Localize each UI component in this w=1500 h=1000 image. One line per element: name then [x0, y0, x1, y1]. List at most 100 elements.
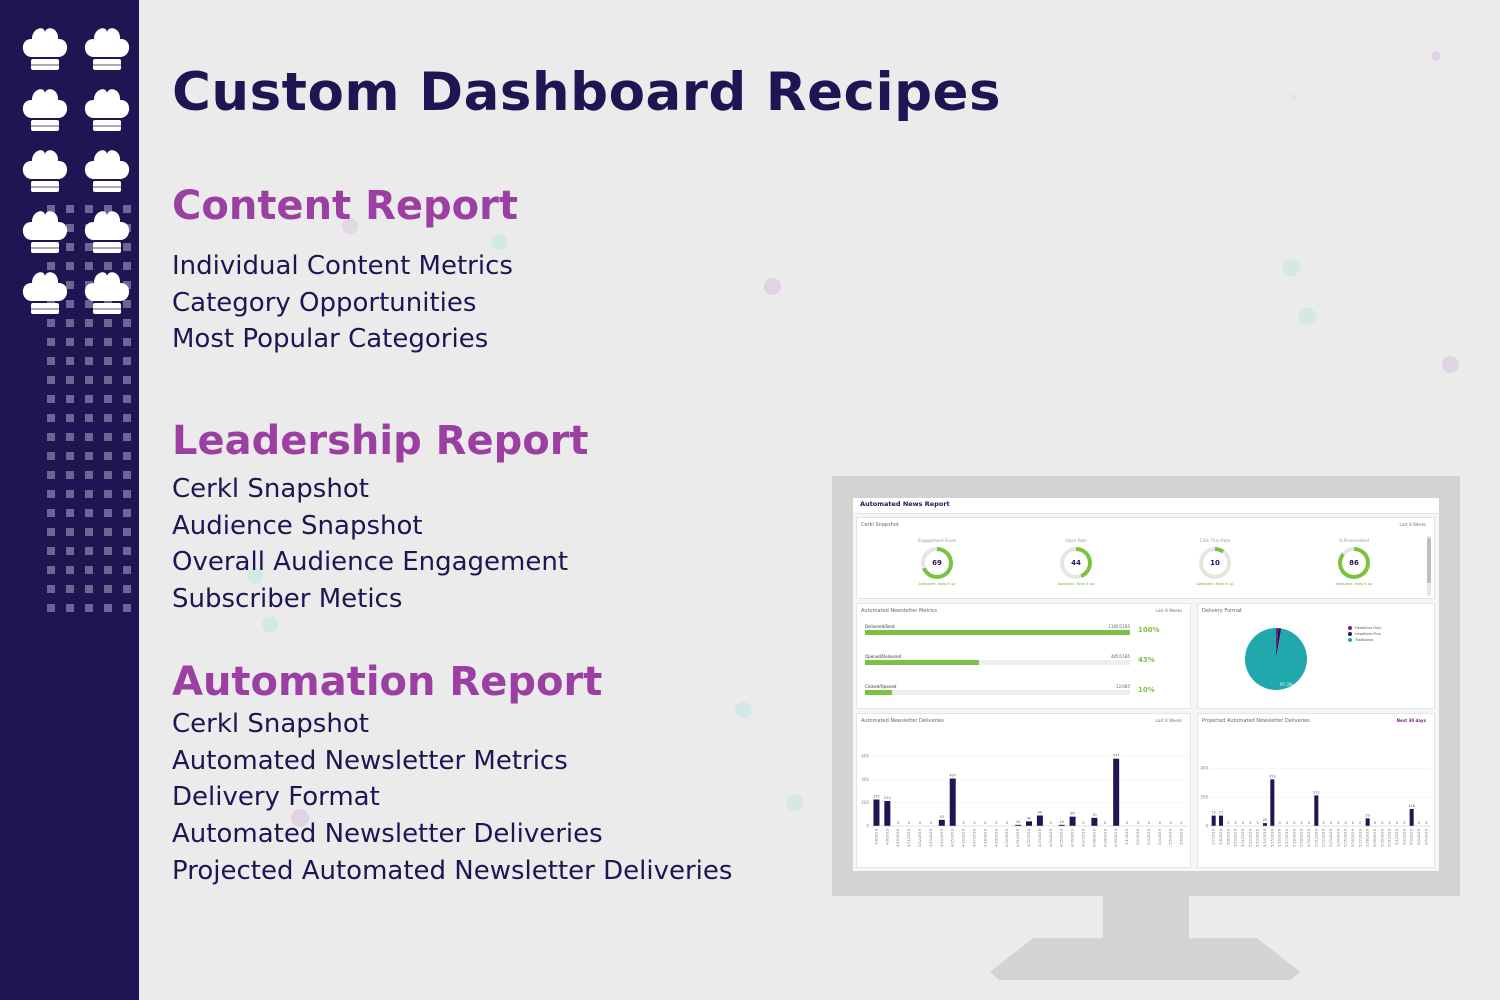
bar-value-label: 0	[1308, 821, 1310, 825]
projected-bar-chart: 0200400725/7/2019725/8/201905/9/201905/1…	[1200, 766, 1430, 847]
section-heading: Automation Report	[172, 659, 603, 705]
x-tick-label: 4/13/2019	[929, 829, 933, 847]
chef-hat-icon	[22, 89, 68, 131]
gauge-personalized: % Personalized 86 Awesome. Keep it up	[1314, 538, 1394, 586]
x-tick-label: 5/12/2019	[1248, 829, 1252, 847]
x-tick-label: 4/11/2019	[907, 829, 911, 847]
x-tick-label: 4/30/2019	[1114, 829, 1118, 847]
metric-ratio: 485/1185	[1110, 654, 1130, 659]
pattern-dot	[47, 490, 55, 498]
pattern-dot	[104, 471, 112, 479]
pattern-dot	[85, 452, 93, 460]
pattern-dot	[47, 547, 55, 555]
chef-hat-icon	[84, 211, 130, 253]
panel-title: Delivery Format	[1202, 608, 1242, 614]
legend-swatch	[1348, 632, 1352, 636]
bar	[1091, 817, 1098, 826]
bar-value-label: 0	[1337, 821, 1339, 825]
bar	[873, 799, 880, 826]
pattern-dot	[66, 433, 74, 441]
pie-slice	[1245, 628, 1307, 690]
date-filter[interactable]: Last 8 Weeks	[1155, 718, 1182, 723]
pattern-dot	[85, 376, 93, 384]
x-tick-label: 5/24/2019	[1336, 829, 1340, 847]
gauge-caption: Awesome. Keep it up	[918, 582, 956, 586]
pattern-dot	[123, 281, 131, 289]
bar-value-label: 212	[1313, 790, 1320, 794]
list-item: Cerkl Snapshot	[172, 709, 369, 739]
x-tick-label: 6/1/2019	[1395, 829, 1399, 845]
pattern-dot	[104, 604, 112, 612]
bar-value-label: 0	[1381, 821, 1383, 825]
pattern-dot	[66, 224, 74, 232]
decor-bubble	[342, 218, 358, 234]
pattern-dot	[104, 509, 112, 517]
chef-hat-icon	[84, 150, 130, 192]
bar-value-label: 0	[1180, 821, 1182, 825]
pattern-dot	[66, 338, 74, 346]
bar-value-label: 0	[1082, 821, 1084, 825]
pattern-dot	[123, 452, 131, 460]
list-item: Audience Snapshot	[172, 510, 423, 541]
pattern-dot	[66, 585, 74, 593]
gauge-value: 10	[1203, 551, 1227, 575]
bar-value-label: 40	[1027, 816, 1031, 820]
dot-pattern	[47, 205, 131, 612]
pattern-dot	[85, 433, 93, 441]
x-tick-label: 4/17/2019	[973, 829, 977, 847]
bar	[1058, 824, 1065, 826]
legend-swatch	[1348, 626, 1352, 630]
bar-value-label: 72	[1211, 811, 1215, 815]
pattern-dot	[104, 490, 112, 498]
pattern-dot	[47, 528, 55, 536]
pattern-dot	[66, 205, 74, 213]
list-item: Individual Content Metrics	[172, 251, 513, 281]
date-filter[interactable]: Last 8 Weeks	[1399, 522, 1426, 527]
pattern-dot	[66, 528, 74, 536]
bar	[1069, 816, 1076, 826]
date-filter[interactable]: Next 30 days	[1396, 718, 1426, 723]
pattern-dot	[123, 585, 131, 593]
panel-scrollbar[interactable]	[1427, 536, 1431, 596]
list-item: Most Popular Categories	[172, 324, 489, 355]
newsletter-metrics-panel: Automated Newsletter Metrics Last 8 Week…	[856, 603, 1191, 709]
x-tick-label: 5/23/2019	[1329, 829, 1333, 847]
pattern-dot	[66, 262, 74, 270]
pattern-dot	[47, 566, 55, 574]
decor-bubble	[291, 809, 309, 827]
x-tick-label: 4/8/2019	[874, 829, 878, 845]
pie-legend: Headlines Only Headlines Plus Traditiona…	[1348, 625, 1381, 643]
x-tick-label: 5/15/2019	[1270, 829, 1274, 847]
bar	[1026, 821, 1032, 826]
pattern-dot	[66, 319, 74, 327]
pattern-dot	[66, 452, 74, 460]
decor-bubble	[247, 568, 263, 584]
x-tick-label: 5/2/2019	[1136, 829, 1140, 845]
gauge-ring: 10	[1199, 547, 1231, 579]
x-tick-label: 5/28/2019	[1366, 829, 1370, 847]
pattern-dot	[66, 566, 74, 574]
gauge-engagement: Engagement Score 69 Awesome. Keep it up	[897, 538, 977, 586]
metric-track	[865, 690, 1130, 695]
section-list: Individual Content Metrics Category Oppo…	[172, 248, 518, 358]
pattern-dot	[47, 205, 55, 213]
pie-slice	[1276, 628, 1282, 659]
x-tick-label: 4/24/2019	[1049, 829, 1053, 847]
x-tick-label: 4/29/2019	[1103, 829, 1107, 847]
pattern-dot	[104, 376, 112, 384]
x-tick-label: 5/5/2019	[1169, 829, 1173, 845]
list-item: Subscriber Metics	[172, 584, 403, 615]
x-tick-label: 6/5/2019	[1424, 829, 1428, 845]
chef-hat-icon	[22, 272, 68, 314]
pattern-dot	[85, 262, 93, 270]
date-filter[interactable]: Last 8 Weeks	[1155, 608, 1182, 613]
pattern-dot	[104, 547, 112, 555]
x-tick-label: 4/9/2019	[885, 829, 889, 845]
metric-fill	[865, 690, 892, 695]
metric-ratio: 1185/1185	[1108, 624, 1130, 629]
list-item: Delivery Format	[172, 782, 380, 813]
gauge-value: 44	[1064, 551, 1088, 575]
x-tick-label: 5/9/2019	[1226, 829, 1230, 845]
pattern-dot	[104, 205, 112, 213]
x-tick-label: 5/3/2019	[1147, 829, 1151, 845]
